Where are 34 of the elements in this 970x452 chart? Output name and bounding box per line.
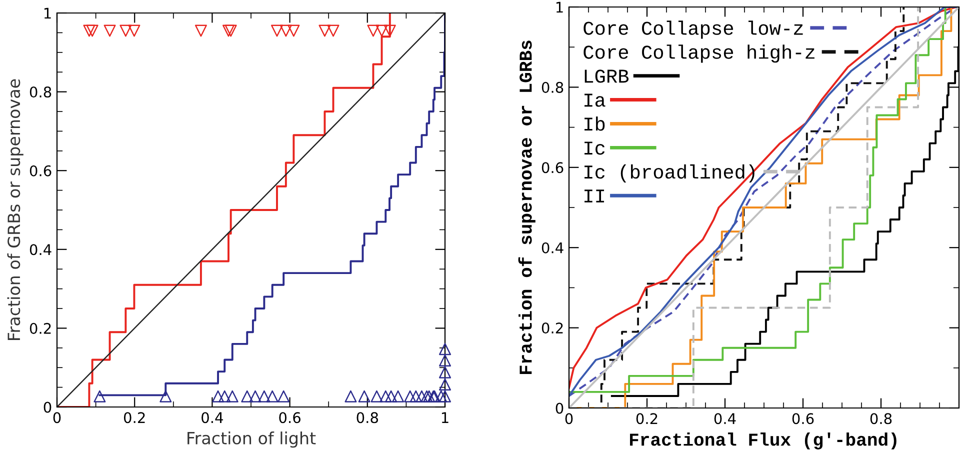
x-tick-label: 0.6 — [792, 413, 814, 424]
x-tick-label: 0.4 — [202, 412, 223, 424]
y-tick-label: 0.2 — [30, 322, 51, 334]
x-tick-label: 0.2 — [636, 413, 658, 424]
x-tick-label: 0.8 — [356, 412, 378, 424]
legend-label: Ib — [584, 116, 605, 131]
y-tick-label: 0.4 — [30, 244, 52, 256]
y-tick-label: 0.6 — [542, 162, 564, 174]
y-tick-label: 0 — [44, 402, 52, 413]
y-tick-label: 0.6 — [30, 165, 52, 176]
y-axis-title: Fraction of GRBs or supernovae — [7, 79, 24, 340]
x-tick-label: 0.2 — [124, 412, 145, 424]
x-tick-label: 0.8 — [870, 413, 892, 424]
y-tick-label: 0.8 — [542, 82, 564, 93]
y-tick-label: 1 — [44, 8, 51, 19]
legend-label: II — [584, 190, 604, 202]
y-tick-label: 1 — [556, 2, 563, 13]
y-tick-label: 0.8 — [30, 86, 52, 98]
legend-label: Ia — [584, 94, 606, 107]
legend-label: Ic — [584, 142, 605, 155]
x-tick-label: 1 — [442, 412, 448, 423]
legend-label: LGRB — [584, 70, 629, 83]
x-tick-label: 0.6 — [279, 412, 300, 424]
x-axis-title: Fraction of light — [188, 432, 316, 448]
x-axis-title: Fractional Flux (g′-band) — [630, 432, 896, 450]
y-tick-label: 0.2 — [542, 322, 563, 334]
x-tick-label: 0 — [53, 412, 61, 424]
x-tick-label: 0.4 — [714, 413, 736, 424]
x-tick-label: 0 — [565, 413, 573, 424]
legend-label: Core Collapse high-z — [584, 44, 814, 63]
y-tick-label: 0 — [556, 402, 564, 414]
y-axis-title: Fraction of supernovae or LGRBs — [518, 40, 536, 374]
legend-label: Core Collapse low-z — [584, 20, 803, 39]
y-tick-label: 0.4 — [542, 242, 564, 254]
